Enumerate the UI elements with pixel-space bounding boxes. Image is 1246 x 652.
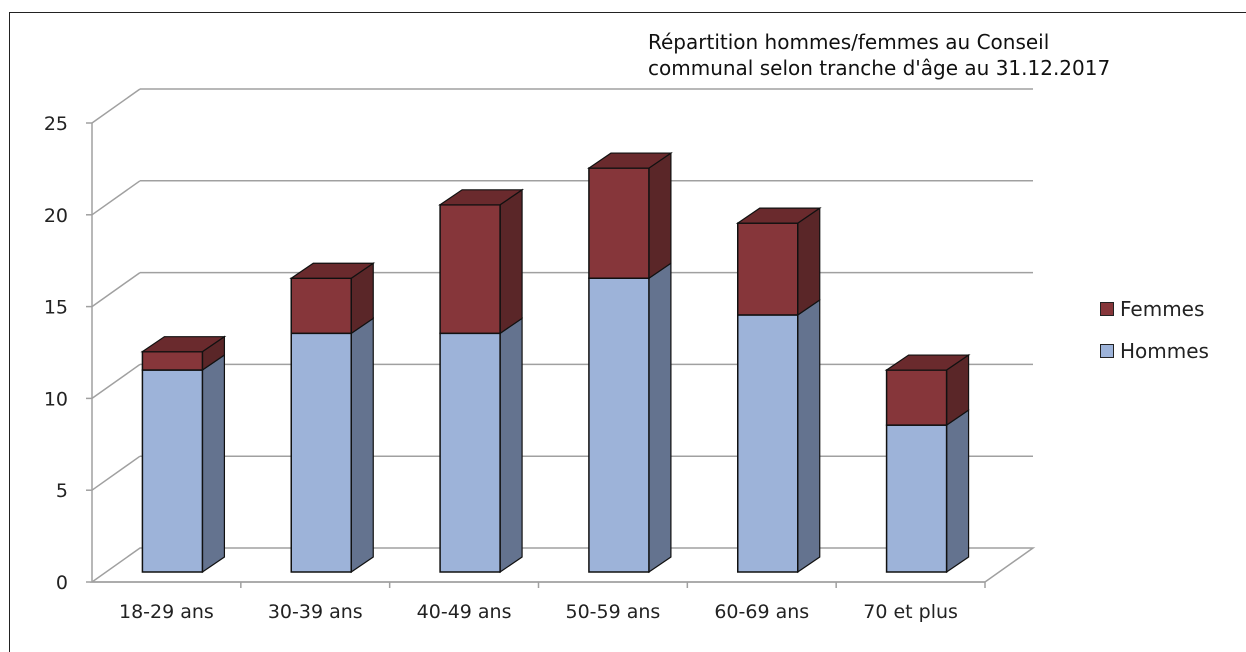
bar-top-femmes [140, 336, 227, 353]
bar-side-hommes [201, 353, 226, 574]
bar-hommes [290, 332, 352, 573]
x-tick-label: 60-69 ans [714, 601, 809, 623]
bar-hommes [588, 277, 650, 573]
chart-title: Répartition hommes/femmes au Conseil com… [648, 30, 1111, 80]
gridline-side [91, 455, 141, 491]
gridline-side [91, 271, 141, 308]
bar-top-femmes [289, 262, 376, 279]
bar-femmes [439, 204, 501, 335]
bar-side-hommes [648, 262, 672, 574]
bar-side-hommes [797, 298, 821, 574]
x-tick-label: 40-49 ans [417, 601, 512, 623]
bar-femmes [737, 222, 799, 316]
bar-femmes [885, 369, 948, 426]
bar-side-hommes [499, 317, 523, 574]
x-tick-label: 50-59 ans [565, 601, 660, 623]
legend-item-hommes: Hommes [1100, 338, 1209, 364]
bar-femmes [290, 277, 352, 335]
bar-femmes [588, 167, 650, 279]
legend-swatch-hommes [1100, 344, 1114, 358]
legend: Femmes Hommes [1100, 296, 1209, 380]
y-tick-label: 10 [44, 388, 68, 410]
x-tick-label: 30-39 ans [268, 601, 363, 623]
y-tick-label: 20 [44, 205, 68, 227]
bar-side-hommes [350, 317, 374, 574]
gridline-side [91, 180, 141, 216]
y-tick-label: 25 [44, 113, 68, 135]
bar-femmes [141, 350, 204, 371]
gridline-side [91, 88, 141, 124]
bar-top-femmes [438, 189, 525, 206]
bar-side-femmes [499, 188, 523, 335]
bar-hommes [885, 424, 948, 573]
y-tick-label: 0 [56, 572, 68, 594]
bar-hommes [439, 332, 501, 573]
bar-top-femmes [586, 152, 673, 169]
legend-label-femmes: Femmes [1120, 297, 1205, 321]
legend-item-femmes: Femmes [1100, 296, 1209, 322]
bar-top-femmes [735, 207, 822, 224]
x-tick-label: 18-29 ans [119, 601, 214, 623]
legend-swatch-femmes [1100, 302, 1114, 316]
bar-side-femmes [797, 207, 821, 317]
bar-hommes [141, 369, 204, 573]
gridline-side [91, 363, 141, 400]
bar-hommes [737, 314, 799, 573]
bar-side-hommes [945, 408, 970, 574]
legend-label-hommes: Hommes [1120, 339, 1209, 363]
bar-side-femmes [648, 151, 672, 280]
y-tick-label: 15 [44, 297, 68, 319]
chart-frame [9, 12, 1246, 652]
bar-top-femmes [884, 354, 971, 371]
y-tick-label: 5 [56, 480, 68, 502]
x-tick-label: 70 et plus [863, 601, 958, 623]
